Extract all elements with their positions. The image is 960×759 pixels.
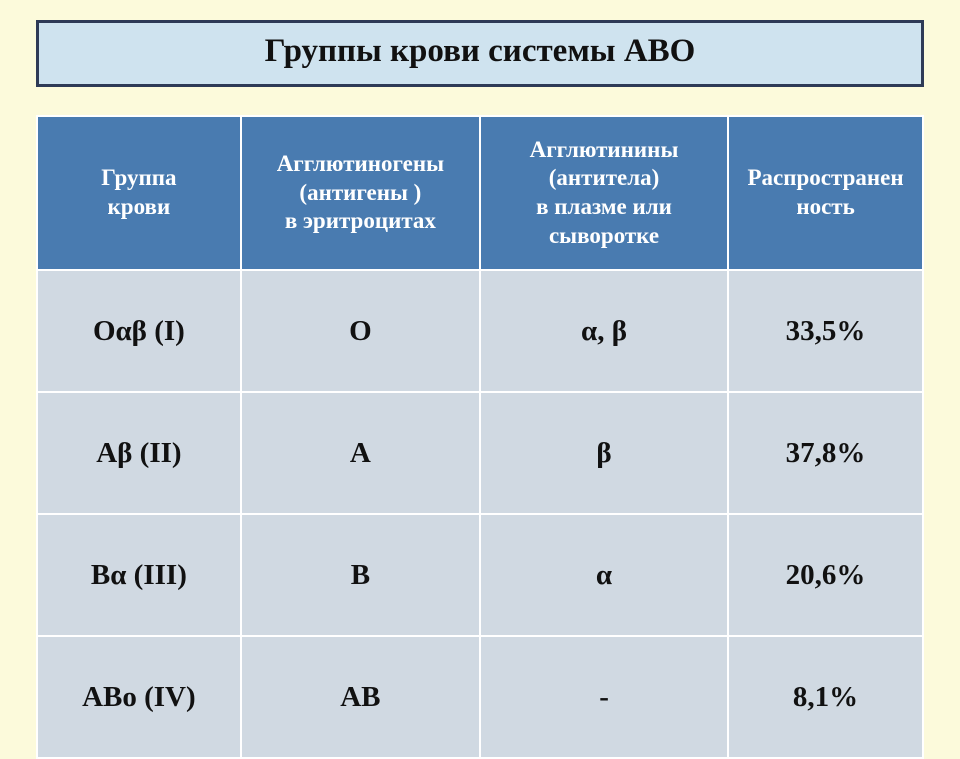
cell-antigens: А <box>241 392 480 514</box>
col-group: Группа крови <box>37 116 241 270</box>
col-label: Агглютиногены <box>250 150 471 179</box>
cell-antigens: В <box>241 514 480 636</box>
cell-antibodies: α, β <box>480 270 728 392</box>
cell-antibodies: - <box>480 636 728 758</box>
col-antigens: Агглютиногены (антигены ) в эритроцитах <box>241 116 480 270</box>
cell-group: Аβ (II) <box>37 392 241 514</box>
col-label: Агглютинины <box>489 136 719 165</box>
col-label: (антитела) <box>489 164 719 193</box>
table-header-row: Группа крови Агглютиногены (антигены ) в… <box>37 116 923 270</box>
cell-antigens: АВ <box>241 636 480 758</box>
col-label: Группа <box>46 164 232 193</box>
page-title: Группы крови системы АВО <box>36 20 924 87</box>
col-label: сыворотке <box>489 222 719 251</box>
cell-prevalence: 33,5% <box>728 270 923 392</box>
col-label: (антигены ) <box>250 179 471 208</box>
cell-group: Оαβ (I) <box>37 270 241 392</box>
table-row: Вα (III) В α 20,6% <box>37 514 923 636</box>
blood-groups-table: Группа крови Агглютиногены (антигены ) в… <box>36 115 924 759</box>
cell-antigens: О <box>241 270 480 392</box>
table-row: Оαβ (I) О α, β 33,5% <box>37 270 923 392</box>
table-row: Аβ (II) А β 37,8% <box>37 392 923 514</box>
cell-group: АВо (IV) <box>37 636 241 758</box>
cell-antibodies: α <box>480 514 728 636</box>
col-label: ность <box>737 193 914 222</box>
col-label: в плазме или <box>489 193 719 222</box>
col-antibodies: Агглютинины (антитела) в плазме или сыво… <box>480 116 728 270</box>
col-label: крови <box>46 193 232 222</box>
table-row: АВо (IV) АВ - 8,1% <box>37 636 923 758</box>
cell-prevalence: 8,1% <box>728 636 923 758</box>
col-prevalence: Распространен ность <box>728 116 923 270</box>
cell-prevalence: 37,8% <box>728 392 923 514</box>
col-label: в эритроцитах <box>250 207 471 236</box>
cell-prevalence: 20,6% <box>728 514 923 636</box>
col-label: Распространен <box>737 164 914 193</box>
cell-group: Вα (III) <box>37 514 241 636</box>
cell-antibodies: β <box>480 392 728 514</box>
